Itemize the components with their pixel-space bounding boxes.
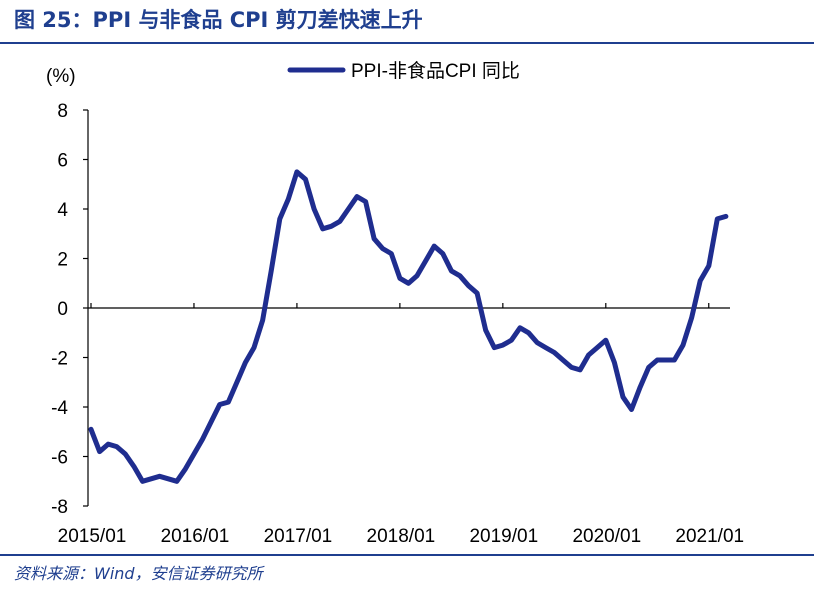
line-chart: 8 6 4 2 0 -2 -4 -6 -8 2015/01 2016/01 2017/01 2018/0… [46, 60, 744, 547]
figure-title: 图 25：PPI 与非食品 CPI 剪刀差快速上升 [14, 8, 423, 32]
y-tick-label: -8 [51, 497, 68, 518]
source-note: 资料来源：Wind，安信证券研究所 [14, 564, 263, 583]
source-divider [0, 554, 814, 556]
x-tick-label: 2019/01 [469, 526, 538, 547]
y-tick-label: 0 [57, 299, 68, 320]
y-tick-label: 2 [57, 250, 68, 271]
y-tick-label: 6 [57, 151, 68, 172]
y-tick-label: 8 [57, 101, 68, 122]
x-tick-label: 2015/01 [58, 526, 127, 547]
chart-legend: PPI-非食品CPI 同比 [287, 60, 520, 82]
chart-series [88, 169, 729, 484]
y-axis-label: (%) [46, 66, 76, 87]
y-tick-label: 4 [57, 200, 68, 221]
legend-label: PPI-非食品CPI 同比 [351, 60, 520, 82]
y-tick-label: -6 [51, 448, 68, 469]
x-tick-label: 2016/01 [161, 526, 230, 547]
title-divider [0, 42, 814, 44]
chart-axes [87, 110, 730, 506]
x-tick-label: 2018/01 [367, 526, 436, 547]
series-line [88, 169, 729, 484]
y-tick-label: -4 [51, 398, 68, 419]
x-tick-label: 2017/01 [264, 526, 333, 547]
y-tick-label: -2 [51, 349, 68, 370]
chart-ticks: 8 6 4 2 0 -2 -4 -6 -8 2015/01 2016/01 2017/01 2018/0… [51, 101, 744, 547]
x-tick-label: 2021/01 [675, 526, 744, 547]
x-tick-label: 2020/01 [572, 526, 641, 547]
